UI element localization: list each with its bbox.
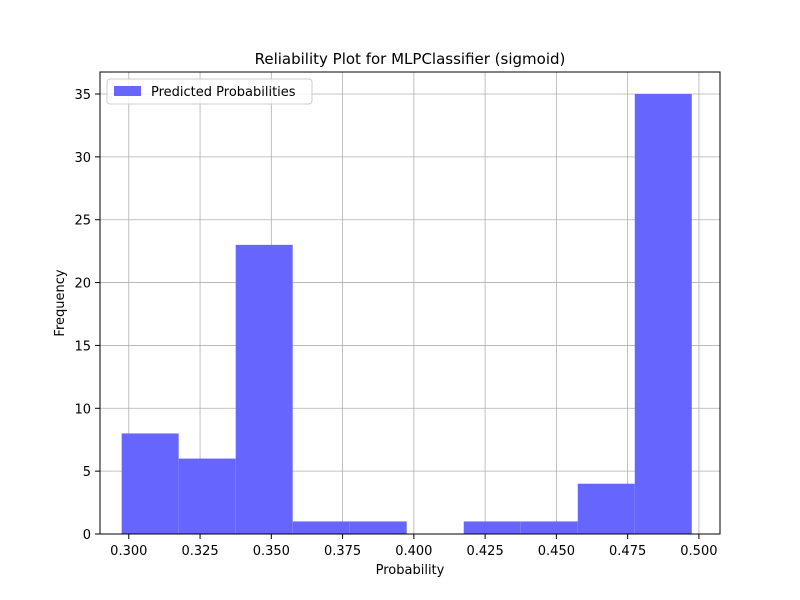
legend-label: Predicted Probabilities [151,85,296,100]
x-tick-label: 0.500 [680,544,717,559]
histogram-bar [520,521,578,534]
y-tick-label: 35 [74,88,91,103]
x-tick-label: 0.425 [467,544,504,559]
y-axis-label: Frequency [53,269,68,336]
x-tick-label: 0.475 [609,544,646,559]
x-tick-label: 0.350 [253,544,290,559]
y-tick-label: 5 [83,465,91,480]
y-tick-label: 25 [74,214,91,229]
legend-swatch [114,86,141,96]
x-tick-label: 0.375 [324,544,361,559]
histogram-bar [292,521,350,534]
legend-box [106,78,313,105]
legend: Predicted Probabilities [106,78,313,105]
y-tick-label: 30 [74,151,91,166]
axes-frame [99,71,721,535]
x-axis-ticks: 0.300 0.325 0.350 0.375 0.400 0.425 0.450 0.475… [110,534,718,559]
y-tick-label: 15 [74,339,91,354]
y-tick-label: 20 [74,277,91,292]
histogram-bar [178,458,236,534]
histogram-bar [634,94,692,534]
x-axis-label: Probability [376,563,445,578]
histogram-bar [577,483,635,534]
y-axis-ticks: 0 5 10 15 20 25 30 35 [74,88,100,543]
histogram-bar [121,433,179,534]
y-tick-label: 10 [74,402,91,417]
histogram-bar [235,244,293,534]
x-tick-label: 0.450 [538,544,575,559]
bars [121,94,692,534]
x-tick-label: 0.400 [395,544,432,559]
histogram-bar [463,521,521,534]
x-tick-label: 0.325 [181,544,218,559]
chart-title: Reliability Plot for MLPClassifier (sigm… [255,50,566,68]
y-tick-label: 0 [83,528,91,543]
histogram-bar [349,521,407,534]
x-tick-label: 0.300 [110,544,147,559]
